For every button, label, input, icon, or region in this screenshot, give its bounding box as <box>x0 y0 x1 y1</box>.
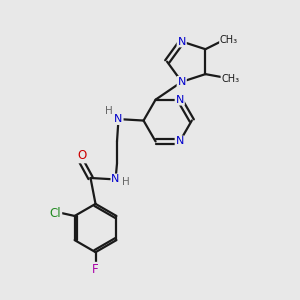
Text: Cl: Cl <box>50 206 61 220</box>
Text: O: O <box>77 149 86 162</box>
Text: H: H <box>122 177 130 188</box>
Text: N: N <box>178 37 186 46</box>
Text: CH₃: CH₃ <box>221 74 239 83</box>
Text: N: N <box>114 114 123 124</box>
Text: N: N <box>178 77 186 87</box>
Text: N: N <box>176 94 184 105</box>
Text: H: H <box>105 106 113 116</box>
Text: CH₃: CH₃ <box>220 35 238 45</box>
Text: N: N <box>111 174 120 184</box>
Text: N: N <box>176 136 184 146</box>
Text: F: F <box>92 263 99 276</box>
